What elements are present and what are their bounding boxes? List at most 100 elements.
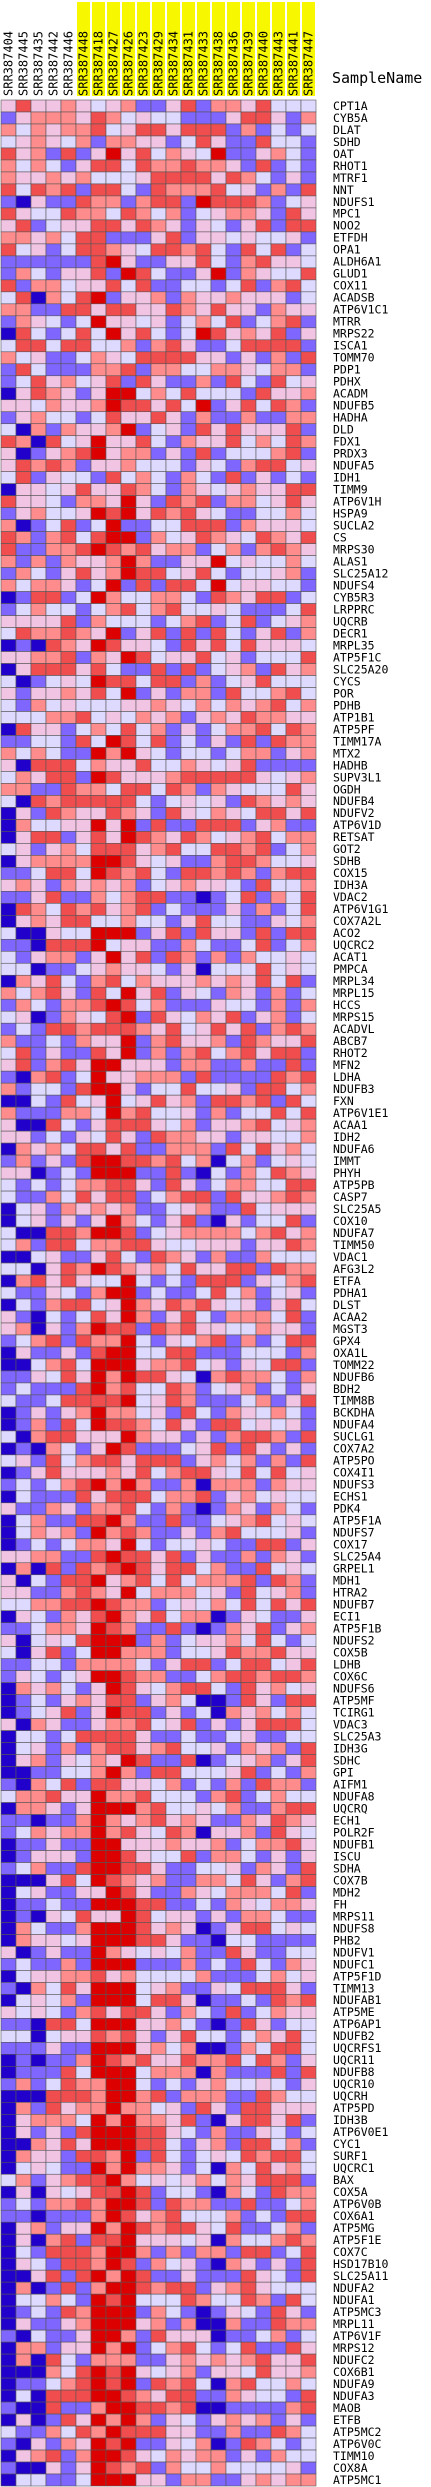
heatmap-cell xyxy=(285,1514,302,1528)
heatmap-cell xyxy=(165,1970,182,1983)
heatmap-cell xyxy=(120,2389,137,2403)
heatmap-cell xyxy=(165,2018,182,2031)
heatmap-cell xyxy=(120,2317,137,2331)
heatmap-cell xyxy=(195,1586,212,1600)
heatmap-cell xyxy=(195,1766,212,1779)
heatmap-cell xyxy=(225,99,242,113)
heatmap-cell xyxy=(210,831,227,844)
heatmap-cell xyxy=(30,1826,47,1839)
heatmap-cell xyxy=(255,435,272,449)
heatmap-cell xyxy=(75,435,92,449)
gene-label: ATP5F1C xyxy=(333,650,382,664)
heatmap-cell xyxy=(105,99,122,113)
heatmap-cell xyxy=(195,519,212,532)
heatmap-cell xyxy=(210,471,227,484)
heatmap-cell xyxy=(15,699,32,712)
heatmap-cell xyxy=(135,2473,152,2487)
heatmap-cell xyxy=(60,867,77,880)
gene-label: AFG3L2 xyxy=(333,1262,375,1276)
heatmap-cell xyxy=(60,1658,77,1671)
heatmap-cell xyxy=(285,1766,302,1779)
heatmap-cell xyxy=(285,2102,302,2115)
heatmap-cell xyxy=(75,471,92,484)
heatmap-cell xyxy=(90,950,107,964)
heatmap-cell xyxy=(210,2078,227,2091)
gene-label: NDUFB3 xyxy=(333,1082,375,1096)
heatmap-cell xyxy=(210,1478,227,1492)
heatmap-cell xyxy=(15,843,32,856)
heatmap-cell xyxy=(105,483,122,496)
heatmap-cell xyxy=(30,1406,47,1420)
heatmap-cell xyxy=(300,339,317,353)
heatmap-cell xyxy=(270,1910,287,1923)
heatmap-cell xyxy=(90,831,107,844)
sample-label: SRR387447 xyxy=(302,31,316,96)
heatmap-cell xyxy=(75,1538,92,1552)
heatmap-cell xyxy=(75,867,92,880)
heatmap-cell xyxy=(300,459,317,472)
heatmap-cell xyxy=(75,2245,92,2259)
heatmap-cell xyxy=(270,1466,287,1480)
heatmap-cell xyxy=(165,1382,182,1396)
heatmap-cell xyxy=(300,1910,317,1923)
heatmap-cell xyxy=(0,675,17,688)
heatmap-cell xyxy=(15,399,32,413)
heatmap-cell xyxy=(285,435,302,449)
gene-label: TIMM8B xyxy=(333,1394,375,1408)
heatmap-cell xyxy=(180,1706,197,1719)
heatmap-cell xyxy=(15,627,32,640)
heatmap-cell xyxy=(15,2233,32,2247)
heatmap-cell xyxy=(240,1250,257,1264)
heatmap-cell xyxy=(75,1322,92,1336)
heatmap-cell xyxy=(270,1106,287,1120)
heatmap-cell xyxy=(45,1190,62,1204)
heatmap-cell xyxy=(210,807,227,820)
heatmap-cell xyxy=(300,411,317,425)
heatmap-cell xyxy=(300,1730,317,1743)
heatmap-cell xyxy=(75,2126,92,2139)
heatmap-cell xyxy=(300,699,317,712)
heatmap-cell xyxy=(285,579,302,592)
sample-label: SRR387433 xyxy=(197,31,211,96)
heatmap-cell xyxy=(180,1742,197,1755)
heatmap-cell xyxy=(225,1910,242,1923)
heatmap-cell xyxy=(105,1958,122,1971)
heatmap-cell xyxy=(285,867,302,880)
heatmap-cell xyxy=(75,950,92,964)
heatmap-cell xyxy=(120,1394,137,1408)
heatmap-cell xyxy=(270,2401,287,2415)
heatmap-cell xyxy=(30,855,47,868)
heatmap-cell xyxy=(210,291,227,305)
heatmap-cell xyxy=(135,1106,152,1120)
heatmap-cell xyxy=(285,351,302,365)
heatmap-cell xyxy=(225,807,242,820)
heatmap-cell xyxy=(60,2221,77,2235)
heatmap-cell xyxy=(195,2353,212,2367)
heatmap-cell xyxy=(300,1790,317,1803)
heatmap-cell xyxy=(15,1406,32,1420)
heatmap-cell xyxy=(75,2149,92,2163)
heatmap-cell xyxy=(240,1310,257,1324)
heatmap-cell xyxy=(225,783,242,796)
heatmap-cell xyxy=(135,891,152,904)
heatmap-cell xyxy=(45,986,62,1000)
heatmap-cell xyxy=(45,1886,62,1899)
heatmap-cell xyxy=(30,1886,47,1899)
heatmap-cell xyxy=(60,2149,77,2163)
heatmap-cell xyxy=(150,651,167,664)
heatmap-cell xyxy=(225,543,242,556)
heatmap-cell xyxy=(300,1346,317,1360)
gene-label: ACADSB xyxy=(333,291,375,305)
heatmap-cell xyxy=(180,2030,197,2043)
heatmap-cell xyxy=(180,1298,197,1312)
heatmap-cell xyxy=(270,1598,287,1612)
gene-label: NDUFA9 xyxy=(333,2377,375,2391)
heatmap-cell xyxy=(135,423,152,437)
heatmap-cell xyxy=(255,1814,272,1827)
heatmap-cell xyxy=(135,1646,152,1659)
heatmap-cell xyxy=(105,1022,122,1036)
heatmap-cell xyxy=(75,207,92,221)
heatmap-cell xyxy=(180,315,197,329)
heatmap-cell xyxy=(195,99,212,113)
heatmap-cell xyxy=(165,2078,182,2091)
